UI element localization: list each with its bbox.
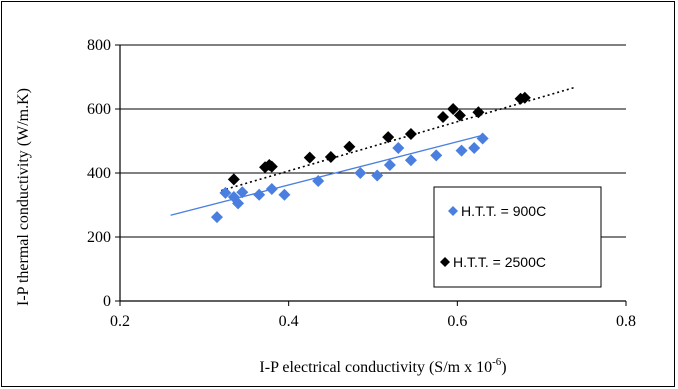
- x-axis-label-main: I-P electrical conductivity (S/m x 10: [259, 359, 492, 376]
- legend-label-series-1: H.T.T. = 900C: [461, 203, 546, 219]
- data-point-series-1: [210, 211, 223, 224]
- y-tick-label: 200: [87, 229, 111, 246]
- trend-lines: [170, 86, 576, 216]
- x-tick-label: 0.8: [616, 313, 636, 330]
- data-point-series-2: [453, 109, 466, 122]
- axes: [115, 44, 627, 306]
- legend-box: [433, 186, 602, 288]
- legend-marker-series-2: [440, 257, 450, 267]
- data-point-series-1: [312, 175, 325, 187]
- x-tick-label: 0.6: [447, 313, 467, 330]
- data-point-series-1: [430, 149, 443, 162]
- data-point-series-2: [303, 151, 316, 164]
- trend-line-series-2: [220, 86, 576, 192]
- trend-line-series-1: [170, 134, 483, 216]
- y-tick-label: 0: [103, 293, 111, 310]
- data-point-series-1: [383, 159, 396, 171]
- data-point-series-1: [265, 183, 278, 195]
- x-tick-label: 0.4: [279, 313, 299, 330]
- legend-label-series-2: H.T.T. = 2500C: [453, 254, 546, 270]
- legend-marker-series-1: [448, 206, 458, 216]
- legend: H.T.T. = 900C H.T.T. = 2500C: [433, 186, 602, 288]
- data-point-series-2: [436, 111, 449, 123]
- data-point-series-1: [354, 167, 367, 179]
- data-point-series-2: [265, 160, 278, 173]
- data-point-series-1: [455, 144, 468, 157]
- data-point-series-1: [404, 154, 417, 167]
- x-axis-label-superscript: -6: [492, 356, 502, 368]
- data-point-series-1: [219, 186, 232, 199]
- data-point-series-2: [404, 127, 417, 140]
- data-point-series-1: [253, 188, 266, 201]
- data-points: [210, 91, 531, 224]
- x-axis-label-end: ): [501, 359, 506, 376]
- data-point-series-2: [447, 103, 460, 115]
- y-tick-label: 400: [87, 165, 111, 182]
- data-point-series-2: [518, 91, 531, 104]
- tick-labels: 0 200 400 600 800 0.2 0.4 0.6 0.8: [87, 37, 636, 330]
- x-tick-label: 0.2: [110, 313, 130, 330]
- data-point-series-1: [278, 188, 291, 201]
- x-axis-label: I-P electrical conductivity (S/m x 10-6): [259, 356, 506, 376]
- data-point-series-2: [324, 151, 337, 163]
- data-point-series-2: [472, 106, 485, 119]
- y-tick-label: 800: [87, 37, 111, 54]
- data-point-series-2: [227, 173, 240, 186]
- data-point-series-1: [392, 142, 405, 155]
- data-point-series-1: [371, 169, 384, 182]
- data-point-series-1: [236, 186, 249, 199]
- y-tick-label: 600: [87, 101, 111, 118]
- data-point-series-2: [382, 131, 395, 144]
- data-point-series-1: [232, 197, 245, 210]
- data-point-series-2: [343, 140, 356, 153]
- y-axis-label: I-P thermal conductivity (W/m.K): [15, 88, 32, 306]
- data-point-series-1: [468, 142, 481, 155]
- data-point-series-1: [476, 132, 489, 145]
